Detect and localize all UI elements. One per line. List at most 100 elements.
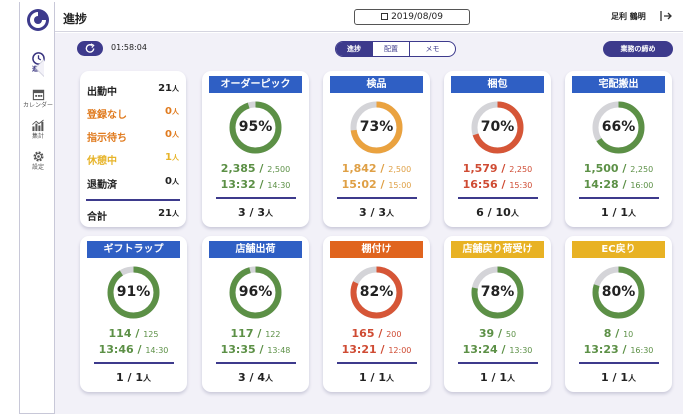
staff-count: 1 / 1人 <box>116 371 151 384</box>
quantity-done: 1,500 <box>583 162 619 175</box>
divider <box>458 197 538 199</box>
gauge-fill <box>229 101 282 154</box>
staff-count: 3 / 3人 <box>359 206 394 219</box>
progress-card[interactable]: EC戻り 80% 8 / 10 13:23 / 16:30 1 / 1人 <box>565 236 672 392</box>
quantity-line: 8 / 10 <box>603 327 634 340</box>
card-title: ギフトラップ <box>87 241 180 258</box>
progress-card[interactable]: 梱包 70% 1,579 / 2,250 16:56 / 15:30 6 / 10人 <box>444 71 551 227</box>
sidebar-item-calendar[interactable]: カレンダー <box>20 88 56 110</box>
gauge-fill <box>471 266 524 319</box>
target-time: 14:30 <box>267 181 291 190</box>
nav-pointer <box>35 59 44 77</box>
progress-card[interactable]: ギフトラップ 91% 114 / 125 13:46 / 14:30 1 / 1人 <box>80 236 187 392</box>
progress-gauge <box>350 266 403 319</box>
tab-memo[interactable]: メモ <box>425 45 440 53</box>
quantity-total: 10 <box>623 330 634 339</box>
progress-card[interactable]: 検品 73% 1,842 / 2,500 15:02 / 15:00 3 / 3人 <box>323 71 430 227</box>
divider <box>579 197 659 199</box>
estimated-time: 16:56 <box>462 178 498 191</box>
gear-icon <box>32 151 44 162</box>
quantity-line: 1,842 / 2,500 <box>341 162 412 175</box>
card-title: 宅配搬出 <box>572 76 665 93</box>
progress-gauge <box>350 101 403 154</box>
progress-card[interactable]: オーダーピック 95% 2,385 / 2,500 13:32 / 14:30 3 / … <box>202 71 309 227</box>
quantity-done: 1,842 <box>341 162 377 175</box>
status-count: 0人 <box>165 176 179 187</box>
progress-card[interactable]: 店舗戻り荷受け 78% 39 / 50 13:24 / 13:30 1 / 1人 <box>444 236 551 392</box>
quantity-done: 117 <box>230 327 254 340</box>
quantity-total: 2,500 <box>267 165 291 174</box>
progress-card[interactable]: 店舗出荷 96% 117 / 122 13:35 / 13:48 3 / 4人 <box>202 236 309 392</box>
estimated-time: 13:46 <box>98 343 134 356</box>
sidebar-item-label: カレンダー <box>22 102 53 109</box>
close-business-button[interactable]: 業務の締め <box>603 41 673 57</box>
progress-percent: 95% <box>238 119 273 135</box>
quantity-total: 2,250 <box>630 165 654 174</box>
time-line: 15:02 / 15:00 <box>341 178 412 191</box>
status-label: 出勤中 <box>87 87 117 98</box>
tab-progress[interactable]: 進捗 <box>336 42 373 56</box>
divider <box>579 362 659 364</box>
progress-percent: 80% <box>601 284 636 300</box>
calendar-icon <box>381 13 389 20</box>
status-label: 指示待ち <box>87 133 127 144</box>
date-selector[interactable]: 2019/08/09 <box>354 9 470 25</box>
quantity-line: 1,500 / 2,250 <box>583 162 654 175</box>
time-line: 13:24 / 13:30 <box>462 343 533 356</box>
quantity-line: 2,385 / 2,500 <box>220 162 291 175</box>
time-line: 14:28 / 16:00 <box>583 178 654 191</box>
time-line: 13:21 / 12:00 <box>341 343 412 356</box>
estimated-time: 14:28 <box>583 178 619 191</box>
gauge-fill <box>350 266 403 319</box>
status-count: 1人 <box>165 152 179 163</box>
divider <box>337 197 417 199</box>
progress-percent: 66% <box>601 119 636 135</box>
progress-gauge <box>107 266 160 319</box>
quantity-line: 165 / 200 <box>351 327 402 340</box>
status-count: 21人 <box>158 83 179 94</box>
sidebar-item-settings[interactable]: 設定 <box>20 150 56 172</box>
status-label: 休憩中 <box>87 156 117 167</box>
quantity-total: 122 <box>265 330 281 339</box>
progress-gauge <box>471 101 524 154</box>
staff-count: 1 / 1人 <box>480 371 515 384</box>
refresh-icon <box>85 43 95 53</box>
divider <box>458 362 538 364</box>
date-value: 2019/08/09 <box>391 12 443 22</box>
estimated-time: 13:24 <box>462 343 498 356</box>
refresh-button[interactable] <box>77 41 103 56</box>
quantity-line: 117 / 122 <box>230 327 281 340</box>
quantity-line: 114 / 125 <box>108 327 159 340</box>
target-time: 16:30 <box>630 346 654 355</box>
card-title: 梱包 <box>451 76 544 93</box>
card-title: 店舗戻り荷受け <box>451 241 544 258</box>
attendance-panel: 出勤中 21人 登録なし 0人 指示待ち 0人 休憩中 1人 退勤済 0人 合計 21人 <box>80 71 186 227</box>
status-total-count: 21人 <box>158 208 179 219</box>
quantity-line: 1,579 / 2,250 <box>462 162 533 175</box>
progress-card[interactable]: 宅配搬出 66% 1,500 / 2,250 14:28 / 16:00 1 / 1人 <box>565 71 672 227</box>
target-time: 14:30 <box>145 346 169 355</box>
logout-icon[interactable] <box>659 9 673 23</box>
elapsed-timer: 01:58:04 <box>111 43 147 52</box>
time-line: 13:35 / 13:48 <box>220 343 291 356</box>
progress-card[interactable]: 棚付け 82% 165 / 200 13:21 / 12:00 1 / 1人 <box>323 236 430 392</box>
app-logo <box>27 9 49 31</box>
status-label: 退勤済 <box>87 180 117 191</box>
quantity-done: 2,385 <box>220 162 256 175</box>
sidebar-item-summary[interactable]: 集計 <box>20 119 56 141</box>
tab-placement[interactable]: 配置 <box>373 42 410 56</box>
time-line: 16:56 / 15:30 <box>462 178 533 191</box>
card-title: 店舗出荷 <box>209 241 302 258</box>
quantity-total: 200 <box>386 330 402 339</box>
target-time: 16:00 <box>630 181 654 190</box>
estimated-time: 15:02 <box>341 178 377 191</box>
gauge-fill <box>592 101 645 154</box>
quantity-line: 39 / 50 <box>478 327 517 340</box>
progress-percent: 73% <box>359 119 394 135</box>
quantity-total: 50 <box>505 330 517 339</box>
staff-count: 1 / 1人 <box>601 371 636 384</box>
target-time: 13:30 <box>509 346 533 355</box>
staff-count: 3 / 4人 <box>238 371 273 384</box>
user-name: 足利 鶴明 <box>611 12 646 21</box>
progress-gauge <box>592 266 645 319</box>
